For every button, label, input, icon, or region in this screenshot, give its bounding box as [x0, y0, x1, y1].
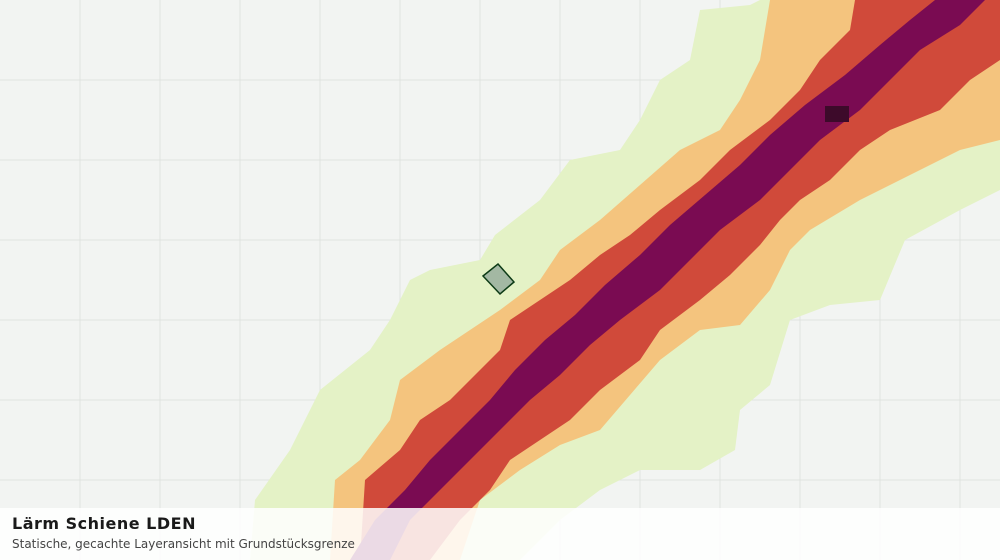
noise-zone-very-high [350, 0, 985, 560]
layer-subtitle: Statische, gecachte Layeransicht mit Gru… [12, 537, 355, 551]
noise-zone-high [360, 0, 1000, 560]
caption-panel: Lärm Schiene LDEN Statische, gecachte La… [0, 508, 1000, 560]
noise-zone-peak [825, 106, 849, 122]
layer-title: Lärm Schiene LDEN [12, 514, 196, 533]
parcel-boundary [481, 262, 516, 296]
